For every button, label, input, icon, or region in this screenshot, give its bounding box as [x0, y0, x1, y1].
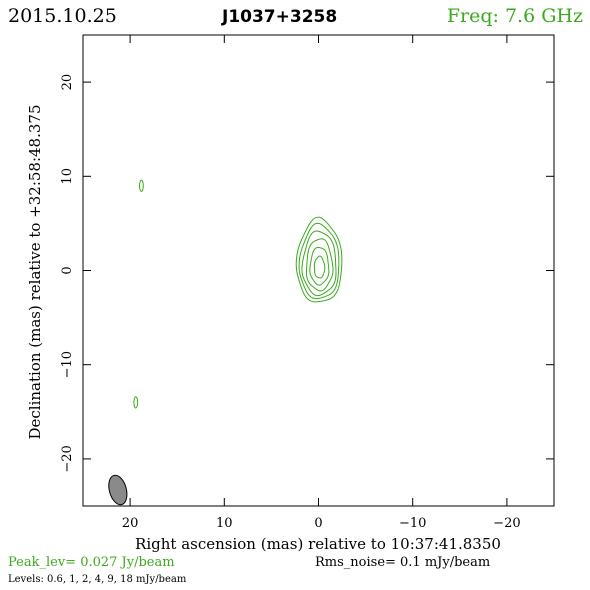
contour-line: [305, 238, 334, 292]
peak-level: Peak_lev= 0.027 Jy/beam: [8, 555, 175, 570]
observation-date: 2015.10.25: [8, 5, 117, 27]
x-tick-label: −10: [399, 516, 426, 531]
contour-line: [309, 247, 330, 286]
x-axis-label: Right ascension (mas) relative to 10:37:…: [135, 535, 501, 553]
contour-line: [295, 216, 343, 303]
axis-ticks: 20 10 0 −10 −20 20 10 0 −10 −20: [60, 35, 554, 531]
x-tick-label: 0: [314, 516, 322, 531]
y-tick-label: 20: [60, 74, 75, 91]
contour-line: [298, 222, 340, 300]
beam-ellipse: [108, 474, 128, 506]
x-tick-label: 10: [216, 516, 233, 531]
y-axis-label: Declination (mas) relative to +32:58:48.…: [26, 104, 44, 439]
plot-frame: [82, 34, 555, 507]
contour-line: [313, 255, 326, 279]
source-name: J1037+3258: [221, 7, 337, 27]
x-tick-label: 20: [122, 516, 139, 531]
contour-levels: Levels: 0.6, 1, 2, 4, 9, 18 mJy/beam: [8, 574, 187, 585]
y-tick-label: −10: [60, 351, 75, 378]
y-tick-label: 0: [60, 266, 75, 274]
y-tick-label: 10: [60, 168, 75, 185]
x-tick-label: −20: [493, 516, 520, 531]
contour-island: [133, 396, 139, 409]
rms-noise: Rms_noise= 0.1 mJy/beam: [315, 555, 490, 570]
frequency-label: Freq: 7.6 GHz: [447, 5, 583, 27]
contour-line: [301, 230, 337, 297]
contour-layer: [133, 179, 343, 409]
y-tick-label: −20: [60, 445, 75, 472]
beam-layer: [108, 474, 128, 506]
contour-island: [139, 179, 144, 192]
